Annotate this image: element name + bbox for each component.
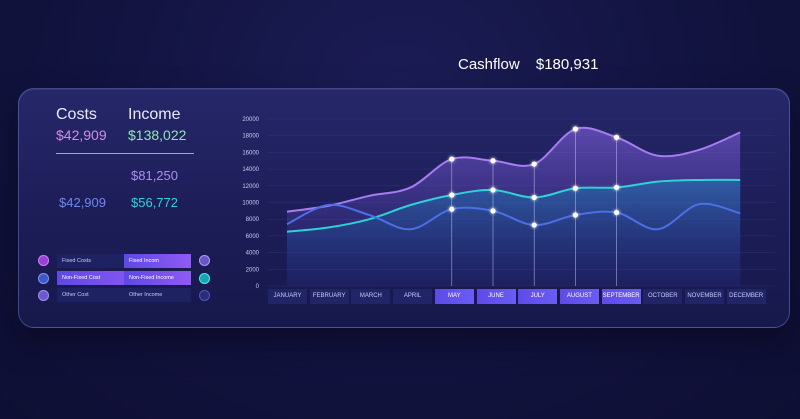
month-button-december[interactable]: DECEMBER (726, 289, 766, 304)
legend-non-fixed-income[interactable]: Non-Fixed Income (124, 271, 191, 285)
blue-series-point[interactable] (531, 222, 537, 228)
purple-series-point[interactable] (490, 158, 496, 164)
cashflow-header: Cashflow $180,931 (458, 56, 598, 73)
month-button-february[interactable]: FEBRUARY (309, 289, 349, 304)
teal-series-point[interactable] (490, 187, 496, 193)
month-button-january[interactable]: JANUARY (268, 289, 307, 304)
purple-series-point[interactable] (614, 134, 620, 140)
month-button-june[interactable]: JUNE (476, 289, 516, 304)
month-button-april[interactable]: APRIL (393, 289, 433, 304)
y-tick-label: 6000 (246, 234, 260, 240)
month-button-september[interactable]: SEPTEMBER (601, 289, 641, 304)
income-total: $138,022 (128, 127, 187, 143)
fixed-income-dot (199, 255, 210, 266)
income-heading: Income (128, 106, 181, 123)
fixed-costs-dot (38, 255, 49, 266)
cashflow-line-chart: 0 2000 4000 6000 8000 10000 12000 14000 16000 180… (242, 117, 775, 290)
fixed-income-value: $81,250 (131, 168, 178, 183)
purple-series-point[interactable] (449, 156, 455, 162)
teal-series-point[interactable] (449, 192, 455, 198)
month-button-march[interactable]: MARCH (351, 289, 391, 304)
non-fixed-income-dot (199, 273, 210, 284)
y-tick-label: 4000 (246, 251, 260, 257)
non-fixed-cost-value: $42,909 (59, 195, 106, 210)
summary-divider (56, 153, 194, 154)
month-button-may[interactable]: MAY (434, 289, 474, 304)
y-tick-label: 2000 (246, 267, 260, 273)
y-tick-label: 14000 (242, 167, 259, 173)
blue-series-point[interactable] (572, 212, 579, 218)
month-button-november[interactable]: NOVEMBER (685, 289, 724, 304)
other-income-dot (199, 290, 210, 301)
legend-other-income[interactable]: Other Income (124, 288, 191, 302)
month-button-august[interactable]: AUGUST (559, 289, 599, 304)
y-tick-label: 8000 (246, 217, 260, 223)
y-tick-label: 16000 (242, 150, 259, 156)
cashflow-title: Cashflow (458, 56, 520, 73)
blue-series-point[interactable] (490, 208, 496, 214)
teal-series-point[interactable] (531, 194, 537, 201)
month-button-july[interactable]: JULY (518, 289, 558, 304)
purple-series-point[interactable] (572, 126, 579, 132)
cashflow-amount: $180,931 (535, 56, 599, 73)
y-tick-label: 0 (256, 284, 260, 290)
y-tick-label: 20000 (242, 117, 259, 123)
purple-series-point[interactable] (531, 161, 537, 167)
costs-total: $42,909 (56, 127, 107, 143)
non-fixed-income-value: $56,772 (131, 195, 178, 210)
legend-fixed-income[interactable]: Fixed Incom (124, 254, 191, 268)
month-button-october[interactable]: OCTOBER (643, 289, 683, 304)
y-tick-label: 18000 (242, 134, 259, 140)
y-tick-label: 10000 (242, 201, 259, 207)
teal-series-point[interactable] (614, 184, 620, 191)
teal-series-area (287, 179, 741, 286)
dashboard-panel: Costs Income $42,909 $138,022 $81,250 $4… (18, 88, 790, 328)
teal-series-line (286, 178, 741, 233)
other-cost-dot (38, 290, 49, 301)
blue-series-point[interactable] (614, 209, 620, 216)
non-fixed-cost-dot (38, 273, 49, 284)
costs-heading: Costs (56, 106, 97, 123)
blue-series-point[interactable] (449, 206, 455, 212)
purple-series-line (286, 126, 741, 213)
teal-series-point[interactable] (572, 185, 579, 191)
blue-series-line (286, 202, 741, 231)
y-tick-label: 12000 (242, 184, 259, 190)
